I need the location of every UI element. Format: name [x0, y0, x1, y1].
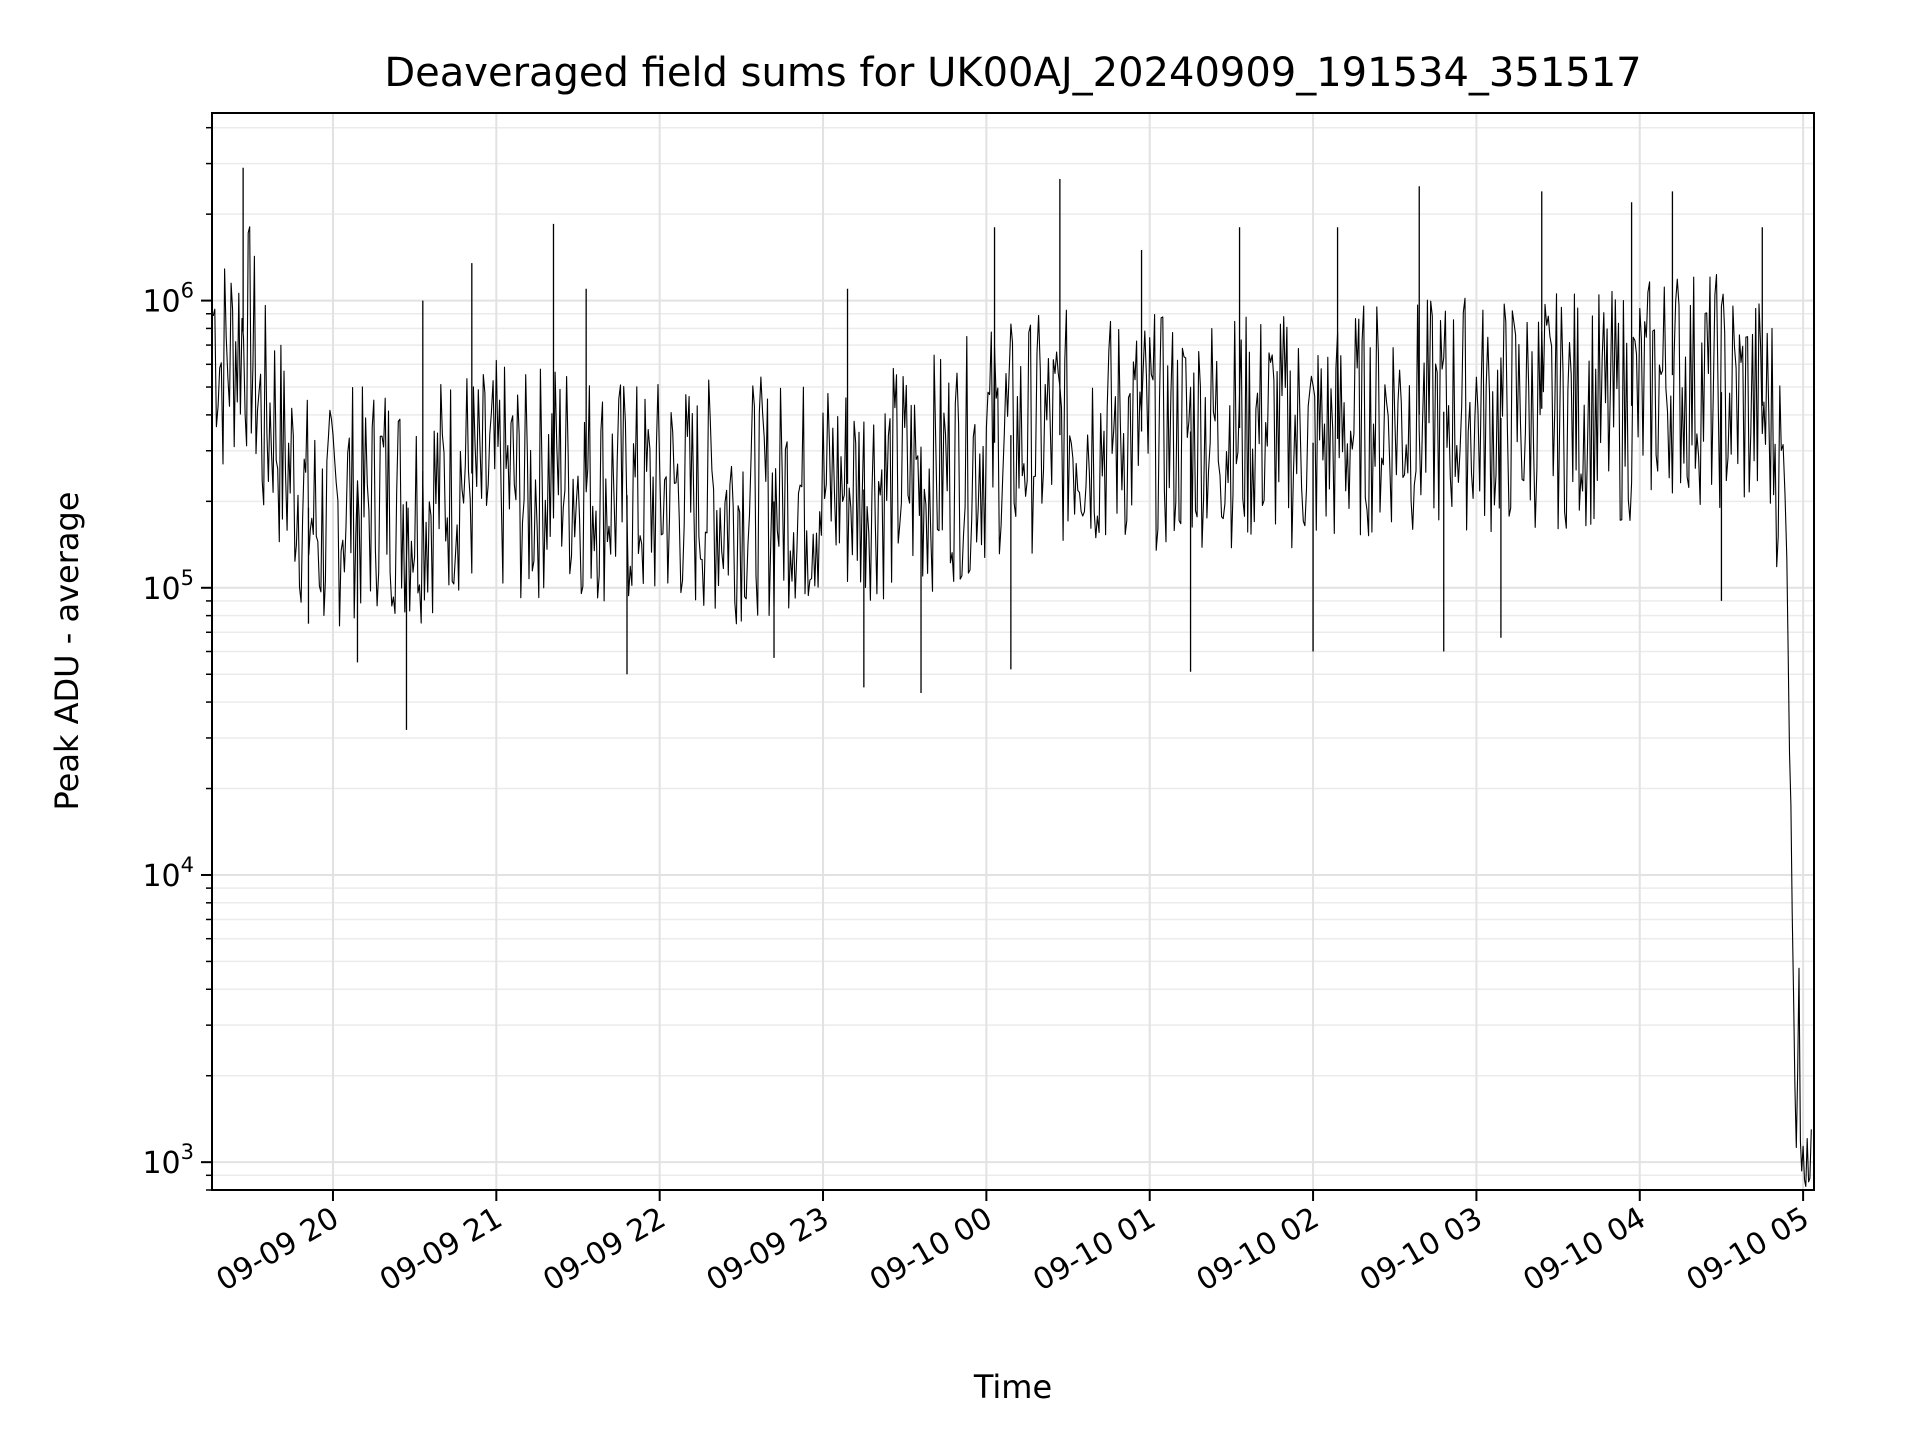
y-axis-label: Peak ADU - average	[48, 492, 86, 811]
data-series	[212, 167, 1812, 1187]
y-axis-ticks: 103 104 105 106	[142, 126, 212, 1191]
y-tick-label: 105	[142, 566, 194, 607]
major-gridlines	[212, 113, 1814, 1190]
y-tick-label: 104	[142, 853, 194, 894]
chart-title: Deaveraged field sums for UK00AJ_2024090…	[384, 50, 1641, 96]
y-tick-label: 103	[142, 1140, 194, 1181]
y-tick-label: 106	[142, 279, 194, 320]
x-axis-label: Time	[973, 1368, 1052, 1406]
series-line	[212, 226, 1812, 1187]
